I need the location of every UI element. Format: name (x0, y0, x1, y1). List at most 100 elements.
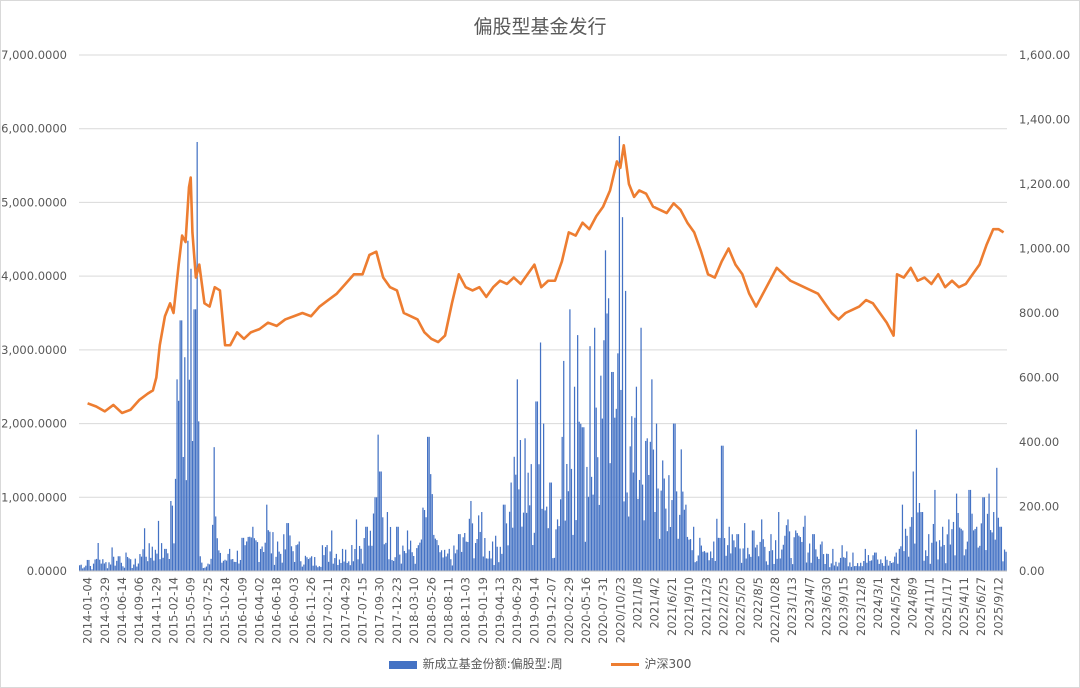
x-tick-label: 2014-01-04 (81, 577, 95, 644)
bar (843, 557, 845, 571)
bar (170, 500, 172, 571)
bar (348, 561, 350, 571)
bar (807, 552, 809, 571)
bar (926, 556, 928, 571)
bar (326, 545, 328, 571)
x-tick-label: 2018-08-11 (441, 577, 455, 644)
bar (645, 440, 647, 571)
bar (929, 563, 931, 571)
bar (829, 567, 831, 571)
bar (768, 551, 771, 571)
bar (830, 563, 832, 571)
bar (623, 501, 625, 571)
bar (439, 552, 441, 571)
bar (788, 531, 791, 571)
bar (935, 541, 938, 571)
bar (403, 550, 406, 571)
x-tick-label: 2019-04-13 (493, 577, 507, 644)
x-tick-label: 2022/2/25 (716, 577, 730, 636)
bar (276, 541, 279, 571)
bar (182, 456, 184, 571)
x-tick-label: 2025/9/12 (991, 577, 1005, 636)
bar (787, 519, 789, 571)
bar (252, 526, 254, 571)
x-tick-label: 2021/9/10 (682, 577, 696, 636)
bar (600, 375, 602, 571)
bar (827, 553, 829, 571)
bar (86, 559, 88, 571)
bar (853, 566, 856, 571)
bar (730, 553, 732, 571)
bar (371, 545, 373, 571)
bar (187, 240, 189, 571)
bar (713, 541, 715, 571)
bar (109, 564, 112, 571)
bar (615, 408, 617, 571)
bar (747, 547, 749, 571)
bar (963, 555, 965, 571)
bar (920, 512, 922, 571)
bar (374, 497, 376, 571)
bar (621, 217, 624, 572)
bar (689, 539, 692, 571)
bar (405, 553, 407, 571)
x-tick-label: 2014-06-14 (115, 577, 129, 644)
bar (761, 519, 763, 571)
bar (462, 537, 464, 571)
bar (391, 559, 393, 571)
bar (785, 525, 788, 571)
bar (229, 548, 231, 571)
bar (629, 446, 631, 571)
bar (94, 559, 96, 571)
bar (972, 530, 975, 571)
bar (815, 549, 817, 571)
bar (225, 560, 228, 571)
bar (739, 548, 741, 571)
bar (702, 551, 704, 571)
bar (258, 561, 260, 571)
bar (96, 558, 98, 571)
bar (215, 516, 217, 571)
bar (983, 497, 986, 571)
bar (437, 545, 440, 571)
y-left-tick-label: 4,000.0000 (1, 269, 67, 283)
y-right-tick-label: 0.00 (1019, 564, 1045, 578)
y-left-tick-label: 1,000.0000 (1, 490, 67, 504)
bar (555, 529, 557, 571)
bar (696, 561, 698, 571)
bar (855, 565, 857, 571)
bar (498, 562, 500, 571)
bar (572, 534, 574, 571)
bar (809, 543, 811, 571)
bar (968, 489, 970, 571)
bar (346, 562, 348, 571)
bar (750, 556, 752, 571)
bar (598, 504, 600, 571)
bar (725, 555, 727, 571)
bar (368, 545, 370, 571)
bar (997, 517, 999, 571)
bar (592, 494, 594, 571)
bar (281, 562, 283, 571)
x-tick-label: 2019-06-29 (510, 577, 524, 644)
bar (685, 504, 687, 571)
bar (952, 521, 955, 571)
bar (238, 563, 240, 571)
bar (440, 550, 443, 571)
bar (284, 549, 286, 571)
bar (168, 558, 170, 571)
y-left-tick-label: 7,000.0000 (1, 48, 67, 62)
bar (866, 562, 868, 571)
bar (173, 543, 175, 571)
bar (133, 564, 135, 571)
bar (993, 512, 995, 571)
bar (177, 400, 180, 571)
x-tick-label: 2023/1/13 (785, 577, 799, 636)
bar (372, 513, 375, 571)
bar (651, 379, 653, 571)
x-tick-label: 2016-01-09 (235, 577, 249, 644)
bar (147, 561, 149, 571)
bar (363, 538, 365, 571)
bar (586, 466, 588, 571)
bar (382, 517, 384, 571)
